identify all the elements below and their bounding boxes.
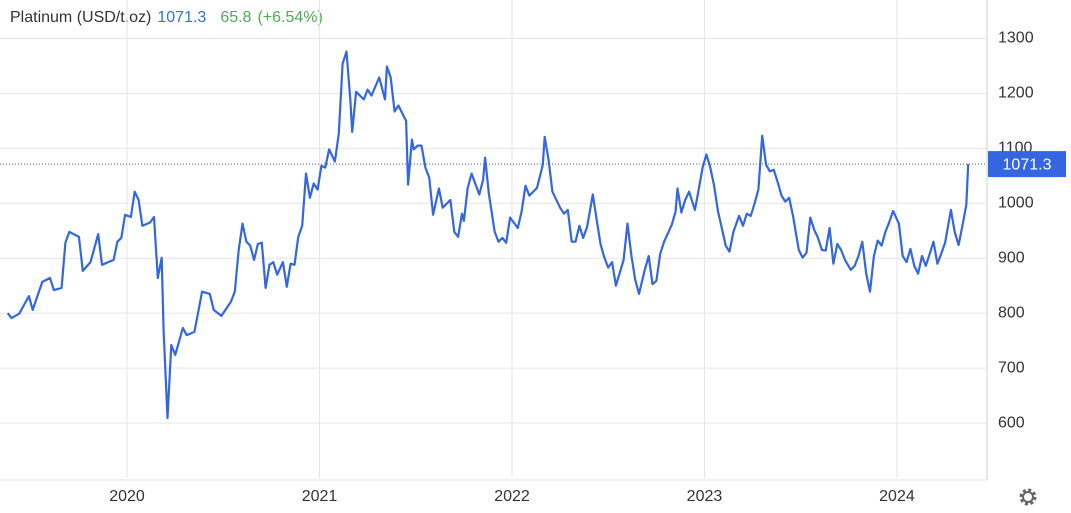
settings-icon[interactable] [1019, 488, 1037, 506]
x-tick-label: 2023 [687, 488, 723, 505]
gear-teeth [1019, 488, 1037, 506]
x-tick-label: 2020 [109, 488, 145, 505]
price-line [6, 50, 970, 420]
y-tick-label: 700 [998, 359, 1025, 376]
y-tick-label: 800 [998, 304, 1025, 321]
title: Platinum (USD/t.oz) [10, 9, 152, 26]
last-value: 1071.3 [157, 9, 207, 26]
x-tick-label: 2024 [879, 488, 915, 505]
y-tick-label: 1300 [998, 30, 1034, 47]
change: 65.8 [220, 9, 252, 26]
change-percent: (+6.54%) [257, 9, 323, 26]
y-tick-label: 600 [998, 414, 1025, 431]
y-tick-label: 1200 [998, 85, 1034, 102]
y-tick-label: 900 [998, 249, 1025, 266]
gear-body [1022, 491, 1034, 503]
grid [0, 0, 987, 478]
last-value-badge [988, 151, 1066, 178]
x-tick-label: 2022 [494, 488, 530, 505]
header: Platinum (USD/t.oz) 1071.3 65.8 (+6.54%) [10, 9, 329, 27]
x-tick-label: 2021 [302, 488, 338, 505]
last-value-label: 1071.3 [1003, 156, 1052, 173]
y-tick-label: 1000 [998, 195, 1034, 212]
